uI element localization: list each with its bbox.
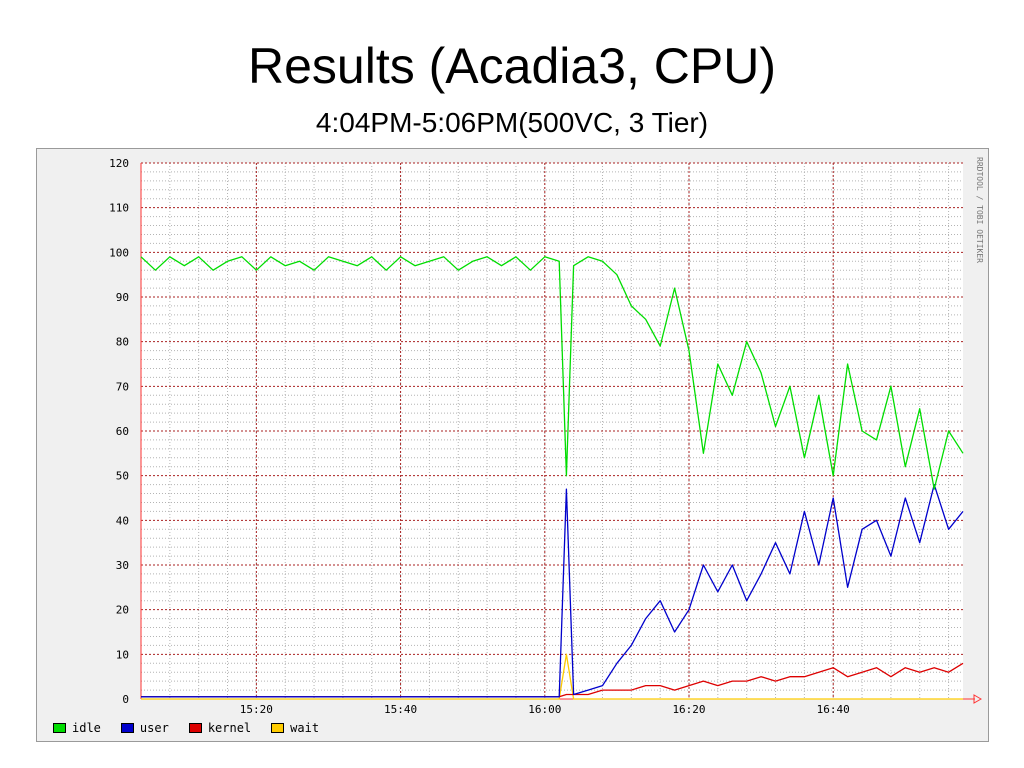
- x-tick-label: 16:40: [817, 703, 850, 716]
- legend-label: wait: [290, 721, 320, 735]
- chart-legend: idle user kernel wait: [53, 721, 319, 735]
- y-tick-label: 80: [116, 336, 129, 349]
- chart-frame: 0 10 20 30 40 50 60 70 80 90 100 110 120 15:20 15:40 16…: [36, 148, 989, 742]
- x-tick-label: 15:40: [384, 703, 417, 716]
- legend-swatch: [271, 723, 285, 733]
- y-tick-label: 120: [109, 157, 129, 170]
- series-line-wait: [141, 653, 963, 700]
- legend-item-idle: idle: [53, 721, 101, 735]
- y-tick-label: 50: [116, 470, 129, 483]
- legend-item-user: user: [120, 721, 169, 735]
- legend-swatch: [188, 723, 202, 733]
- slide-subtitle: 4:04PM-5:06PM(500VC, 3 Tier): [315, 107, 709, 138]
- y-tick-label: 10: [116, 648, 129, 661]
- legend-item-wait: wait: [271, 721, 319, 735]
- cpu-chart: 0 10 20 30 40 50 60 70 80 90 100 110 120 15:20 15:40 16…: [109, 157, 983, 716]
- series-line-idle: [140, 256, 964, 490]
- rrdtool-watermark: RRDTOOL / TOBI OETIKER: [975, 157, 984, 263]
- slide-title: Results (Acadia3, CPU): [248, 38, 776, 94]
- legend-label: user: [139, 721, 169, 735]
- legend-item-kernel: kernel: [188, 721, 252, 735]
- x-axis-arrow: [973, 694, 983, 704]
- series-line-user: [141, 483, 964, 698]
- legend-label: idle: [72, 721, 101, 735]
- x-tick-label: 15:20: [240, 703, 273, 716]
- y-tick-label: 30: [116, 559, 129, 572]
- y-tick-label: 60: [116, 425, 129, 438]
- y-tick-label: 40: [116, 514, 129, 527]
- legend-label: kernel: [207, 721, 252, 735]
- legend-swatch: [120, 723, 134, 733]
- y-tick-label: 20: [116, 604, 129, 617]
- y-tick-label: 90: [116, 291, 129, 304]
- legend-swatch: [53, 723, 66, 733]
- x-tick-label: 16:00: [528, 703, 561, 716]
- y-tick-label: 70: [116, 380, 129, 393]
- y-tick-label: 100: [109, 246, 129, 259]
- x-tick-label: 16:20: [672, 703, 705, 716]
- y-tick-label: 0: [122, 693, 129, 706]
- y-tick-label: 110: [109, 202, 129, 215]
